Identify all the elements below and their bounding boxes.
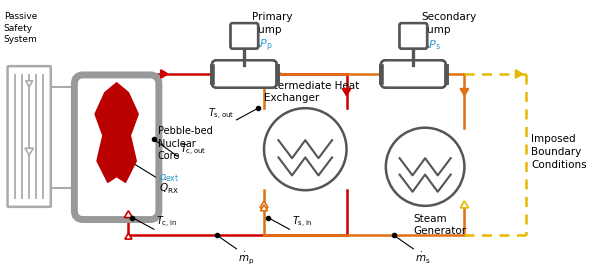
FancyBboxPatch shape: [400, 23, 427, 49]
Text: Secondary
Pump: Secondary Pump: [421, 12, 476, 35]
Polygon shape: [460, 201, 469, 208]
Text: $\dot{m}_\mathrm{p}$: $\dot{m}_\mathrm{p}$: [238, 251, 255, 266]
FancyBboxPatch shape: [8, 66, 51, 207]
Polygon shape: [25, 148, 34, 155]
Circle shape: [386, 128, 464, 206]
Text: $\dot{m}_\mathrm{s}$: $\dot{m}_\mathrm{s}$: [415, 251, 431, 266]
FancyBboxPatch shape: [230, 23, 258, 49]
Polygon shape: [260, 205, 268, 211]
Polygon shape: [515, 70, 523, 78]
Polygon shape: [260, 201, 268, 208]
Polygon shape: [95, 83, 138, 183]
Text: $\rho_\mathrm{ext}$: $\rho_\mathrm{ext}$: [158, 172, 179, 184]
FancyBboxPatch shape: [212, 60, 277, 88]
Polygon shape: [124, 211, 133, 218]
Polygon shape: [343, 89, 350, 96]
FancyBboxPatch shape: [400, 23, 427, 49]
FancyBboxPatch shape: [381, 60, 446, 88]
Text: $\Delta P_\mathrm{s}$: $\Delta P_\mathrm{s}$: [421, 38, 441, 52]
FancyBboxPatch shape: [212, 60, 277, 88]
Text: $\Delta P_\mathrm{p}$: $\Delta P_\mathrm{p}$: [252, 38, 273, 54]
Text: $T_\mathrm{c,out}$: $T_\mathrm{c,out}$: [181, 143, 207, 158]
Polygon shape: [125, 233, 132, 239]
Text: $T_\mathrm{s,in}$: $T_\mathrm{s,in}$: [292, 215, 312, 230]
Circle shape: [264, 108, 347, 190]
Polygon shape: [275, 70, 281, 78]
Text: Primary
Pump: Primary Pump: [252, 12, 293, 35]
Text: Imposed
Boundary
Conditions: Imposed Boundary Conditions: [531, 134, 587, 170]
FancyBboxPatch shape: [230, 23, 258, 49]
Text: $T_\mathrm{c,in}$: $T_\mathrm{c,in}$: [156, 215, 177, 230]
FancyBboxPatch shape: [74, 75, 159, 220]
Text: Pebble-bed
Nuclear
Core: Pebble-bed Nuclear Core: [158, 126, 212, 161]
Polygon shape: [460, 89, 469, 96]
Text: $T_\mathrm{s,out}$: $T_\mathrm{s,out}$: [208, 107, 235, 122]
FancyBboxPatch shape: [381, 60, 446, 88]
Text: Steam
Generator: Steam Generator: [413, 214, 466, 236]
Text: Intermediate Heat
Exchanger: Intermediate Heat Exchanger: [264, 81, 359, 103]
Text: $\dot{Q}_\mathrm{RX}$: $\dot{Q}_\mathrm{RX}$: [159, 178, 179, 195]
Polygon shape: [161, 70, 168, 78]
Polygon shape: [26, 81, 33, 87]
Text: Passive
Safety
System: Passive Safety System: [4, 12, 37, 44]
